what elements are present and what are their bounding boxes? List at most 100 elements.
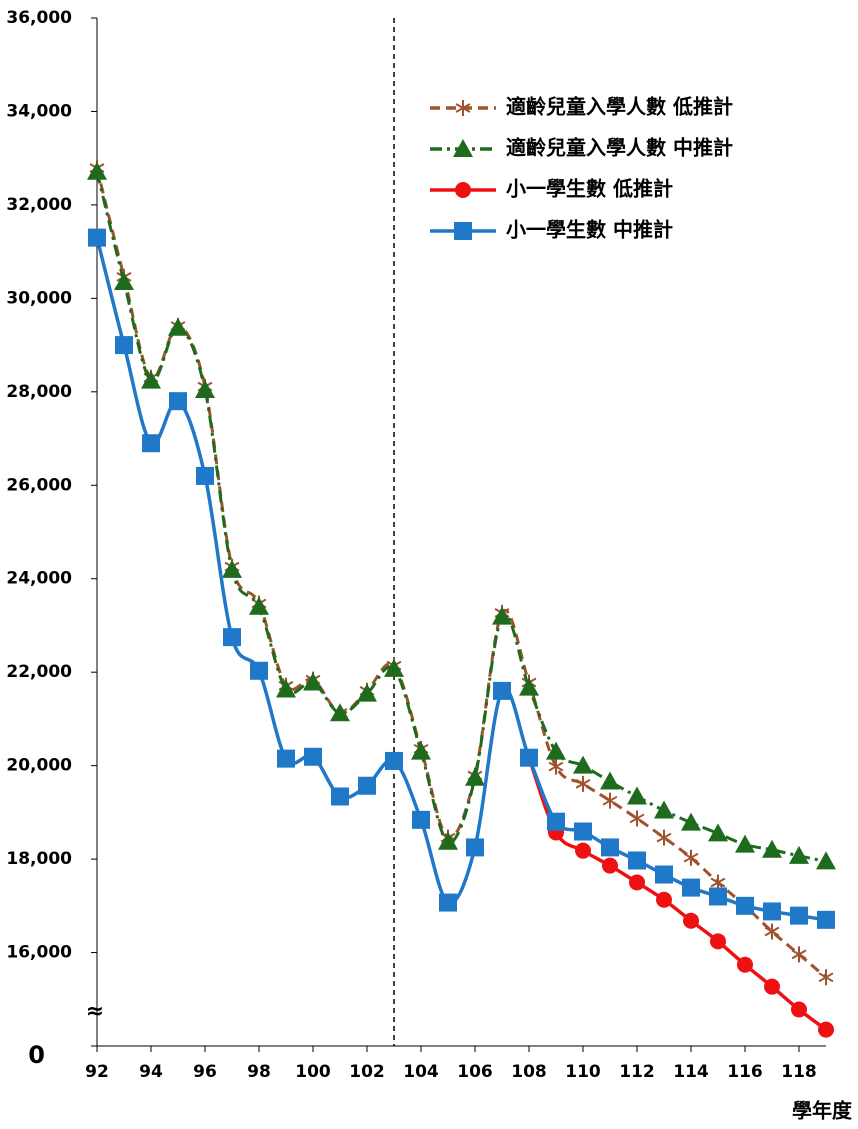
marker <box>817 910 835 929</box>
marker <box>602 857 618 874</box>
marker <box>455 100 471 116</box>
x-tick-label: 114 <box>673 1062 709 1082</box>
marker <box>519 677 539 696</box>
marker <box>791 946 807 963</box>
marker <box>575 775 591 792</box>
marker <box>439 893 457 912</box>
marker <box>601 838 619 857</box>
marker <box>764 923 780 940</box>
x-tick-label: 94 <box>139 1062 163 1082</box>
marker <box>708 823 728 842</box>
legend-text: 小一學生數 中推計 <box>506 218 673 242</box>
x-tick-label: 98 <box>247 1062 271 1082</box>
x-axis-label: 學年度 <box>792 1099 853 1123</box>
marker <box>602 792 618 809</box>
marker <box>736 896 754 915</box>
marker <box>656 891 672 908</box>
x-tick-label: 112 <box>619 1062 655 1082</box>
marker <box>195 379 215 398</box>
x-tick-label: 102 <box>349 1062 385 1082</box>
x-tick-label: 116 <box>727 1062 763 1082</box>
marker <box>249 596 269 615</box>
marker <box>303 672 323 691</box>
marker <box>735 834 755 853</box>
marker <box>438 831 458 850</box>
marker <box>454 222 472 240</box>
marker <box>115 336 133 355</box>
series-line <box>95 167 827 979</box>
marker <box>681 812 701 831</box>
marker <box>655 865 673 884</box>
marker <box>548 758 564 775</box>
legend-text: 適齡兒童入學人數 中推計 <box>506 136 733 160</box>
marker <box>385 751 403 770</box>
y-tick-label: 32,000 <box>6 195 72 215</box>
marker <box>330 703 350 722</box>
y-tick-label: 36,000 <box>6 8 72 28</box>
marker <box>654 800 674 819</box>
y-tick-label: 28,000 <box>6 382 72 402</box>
marker <box>453 139 473 157</box>
marker <box>141 370 161 389</box>
marker <box>762 839 782 858</box>
x-tick-label: 118 <box>781 1062 817 1082</box>
marker <box>455 182 471 198</box>
marker <box>168 317 188 336</box>
x-tick-label: 110 <box>565 1062 601 1082</box>
marker <box>358 776 376 795</box>
x-tick-label: 92 <box>85 1062 109 1082</box>
marker <box>412 810 430 829</box>
marker <box>627 786 647 805</box>
marker <box>818 1021 834 1038</box>
marker <box>411 741 431 760</box>
marker <box>816 851 836 870</box>
marker <box>276 679 296 698</box>
marker <box>222 559 242 578</box>
marker <box>87 161 107 180</box>
marker <box>682 878 700 897</box>
marker <box>520 748 538 767</box>
marker <box>574 822 592 841</box>
x-tick-label: 104 <box>403 1062 439 1082</box>
marker <box>628 851 646 870</box>
marker <box>114 272 134 291</box>
y-tick-label: 20,000 <box>6 756 72 776</box>
legend-text: 小一學生數 低推計 <box>506 177 673 201</box>
marker <box>142 434 160 453</box>
marker <box>384 658 404 677</box>
y-tick-label: 30,000 <box>6 288 72 308</box>
y-tick-label: 22,000 <box>6 662 72 682</box>
legend-text: 適齡兒童入學人數 低推計 <box>506 95 733 119</box>
y-tick-label: 26,000 <box>6 475 72 495</box>
marker <box>710 933 726 950</box>
marker <box>277 749 295 768</box>
marker <box>763 902 781 921</box>
marker <box>764 978 780 995</box>
marker <box>789 845 809 864</box>
series-line <box>527 757 828 1032</box>
marker <box>546 741 566 760</box>
marker <box>88 228 106 247</box>
axis-break: ≈ <box>86 999 104 1024</box>
marker <box>629 874 645 891</box>
x-tick-label: 100 <box>295 1062 331 1082</box>
series-line <box>95 171 827 863</box>
marker <box>169 392 187 411</box>
marker <box>573 755 593 774</box>
y-tick-label: 16,000 <box>6 943 72 963</box>
x-tick-label: 106 <box>457 1062 493 1082</box>
marker <box>600 771 620 790</box>
marker <box>304 747 322 766</box>
x-tick-label: 96 <box>193 1062 217 1082</box>
marker <box>737 956 753 973</box>
marker <box>709 887 727 906</box>
marker <box>683 912 699 929</box>
marker <box>465 767 485 786</box>
marker <box>790 906 808 925</box>
y-tick-label: 0 <box>28 1041 45 1069</box>
marker <box>357 683 377 702</box>
marker <box>818 969 834 986</box>
marker <box>492 606 512 625</box>
marker <box>656 829 672 846</box>
